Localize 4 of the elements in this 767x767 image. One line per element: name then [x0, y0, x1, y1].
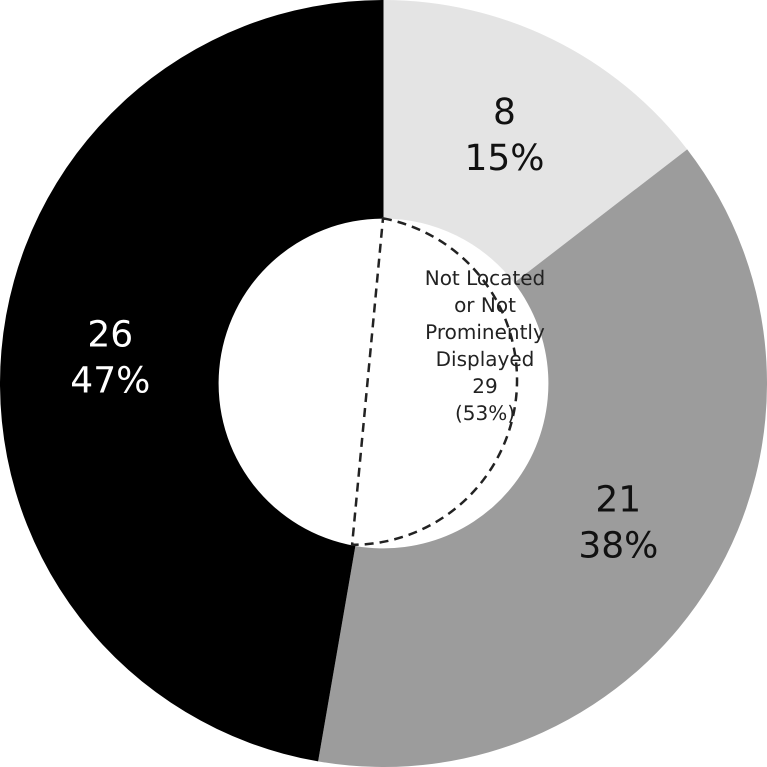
data-label: 8 15% — [464, 92, 544, 179]
data-label: 26 47% — [70, 314, 150, 402]
text: Not Located or Not Prominently Displayed 29 (53%) — [424, 265, 546, 427]
data-label: 21 38% — [578, 479, 658, 566]
